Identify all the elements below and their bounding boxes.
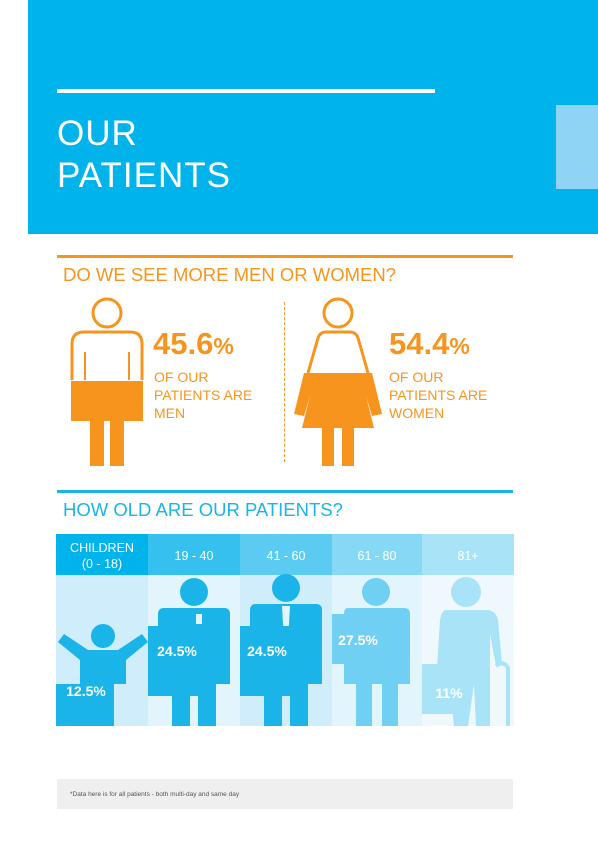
men-percentage: 45.6% [153, 326, 234, 361]
age-header-cell [422, 534, 514, 575]
age-label-61-80: 61 - 80 [358, 549, 397, 563]
age-label-children: CHILDREN [70, 541, 134, 555]
age-value-81-plus: 11% [435, 685, 463, 701]
men-description: OF OUR PATIENTS ARE MEN [154, 368, 274, 422]
child-icon [56, 624, 148, 726]
age-section-rule [57, 490, 513, 493]
age-header-cell [332, 534, 422, 575]
page-title-line-1: OUR [57, 114, 138, 153]
adult-61-80-icon [332, 578, 410, 726]
elderly-icon [422, 577, 510, 726]
age-label-19-40: 19 - 40 [175, 549, 214, 563]
footnote-box [57, 779, 513, 809]
adult-19-40-icon [148, 578, 230, 726]
age-header-cell [240, 534, 332, 575]
men-desc-line: PATIENTS ARE [154, 387, 253, 403]
header-banner [28, 0, 598, 234]
women-desc-line: PATIENTS ARE [389, 387, 488, 403]
gender-section-rule [57, 255, 513, 258]
age-header-cell [148, 534, 240, 575]
page-title-line-2: PATIENTS [57, 156, 231, 195]
men-desc-line: MEN [154, 405, 186, 421]
women-desc-line: OF OUR [389, 369, 444, 385]
women-desc-line: WOMEN [389, 405, 445, 421]
age-label-81-plus: 81+ [457, 549, 478, 563]
age-value-19-40: 24.5% [157, 643, 197, 659]
side-tab [556, 105, 598, 189]
age-heading: HOW OLD ARE OUR PATIENTS? [63, 499, 343, 520]
woman-icon [294, 297, 382, 466]
age-header-cell [56, 534, 148, 575]
women-percentage: 54.4% [389, 326, 470, 361]
age-label-41-60: 41 - 60 [267, 549, 306, 563]
age-value-41-60: 24.5% [247, 643, 287, 659]
women-description: OF OUR PATIENTS ARE WOMEN [389, 368, 509, 422]
men-desc-line: OF OUR [154, 369, 209, 385]
header-rule [57, 89, 435, 93]
age-label-children-range: (0 - 18) [82, 557, 122, 571]
man-icon [70, 297, 144, 466]
footnote-text: *Data here is for all patients - both mu… [70, 791, 240, 798]
gender-divider [284, 302, 285, 462]
adult-41-60-icon [240, 574, 322, 726]
gender-heading: DO WE SEE MORE MEN OR WOMEN? [63, 264, 397, 285]
age-infographic: CHILDREN (0 - 18) 19 - 40 41 - 60 61 - 8… [56, 534, 514, 726]
age-value-children: 12.5% [66, 683, 106, 699]
age-value-61-80: 27.5% [338, 632, 378, 648]
